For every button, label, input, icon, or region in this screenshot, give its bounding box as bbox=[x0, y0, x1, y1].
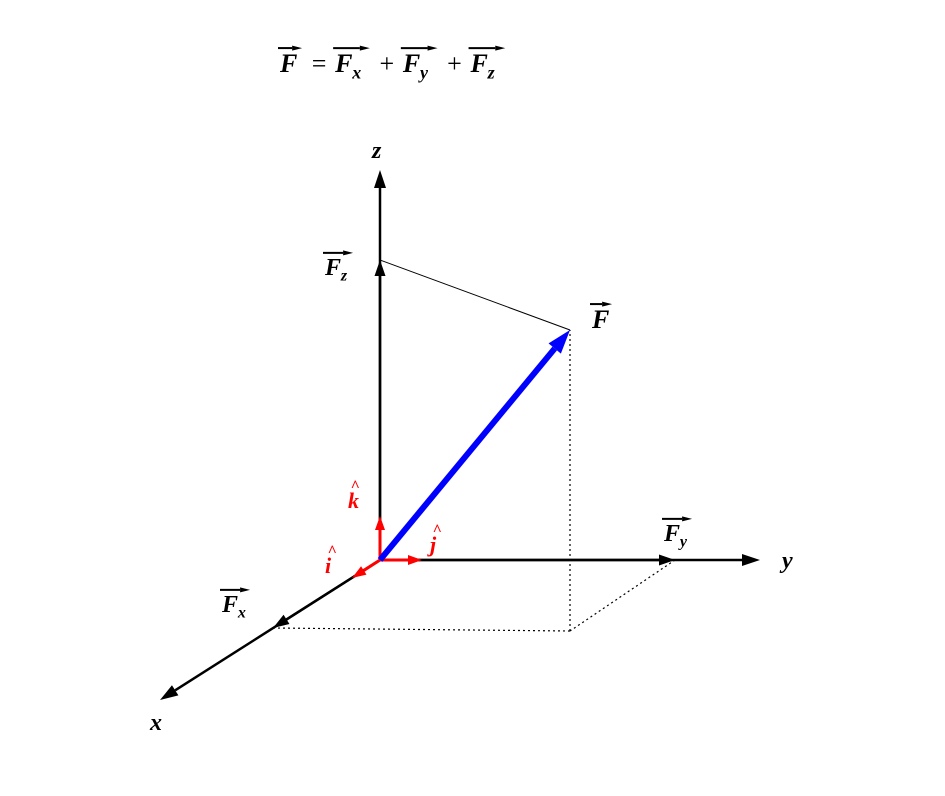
j-hat-label: j^ bbox=[427, 522, 442, 557]
construction-fz-to-f bbox=[380, 260, 570, 330]
svg-text:F: F bbox=[663, 521, 680, 547]
svg-text:F: F bbox=[591, 305, 609, 334]
svg-text:z: z bbox=[487, 62, 495, 82]
fz-label: Fz bbox=[324, 255, 348, 285]
k-hat-label: k^ bbox=[348, 478, 360, 513]
fz-component bbox=[375, 260, 386, 560]
svg-text:F: F bbox=[221, 592, 238, 618]
svg-text:^: ^ bbox=[433, 522, 442, 539]
i-hat-label: i^ bbox=[325, 543, 337, 578]
fx-label: Fx bbox=[221, 592, 246, 622]
i-unit-vector bbox=[352, 560, 380, 578]
svg-text:F: F bbox=[324, 255, 341, 281]
svg-text:x: x bbox=[351, 62, 361, 82]
svg-text:F: F bbox=[279, 49, 297, 78]
svg-text:y: y bbox=[418, 62, 429, 82]
construction-fx-to-fxy bbox=[273, 628, 570, 631]
z-axis-label: z bbox=[371, 138, 382, 164]
svg-text:+: + bbox=[379, 49, 394, 78]
svg-text:x: x bbox=[237, 605, 246, 622]
force-label: F bbox=[591, 305, 609, 334]
fy-component bbox=[380, 555, 675, 566]
vector-diagram: xyzFxFyFzi^j^k^FF=Fx+Fy+Fz bbox=[0, 0, 945, 796]
svg-text:F: F bbox=[402, 49, 420, 78]
svg-text:=: = bbox=[312, 49, 327, 78]
svg-text:^: ^ bbox=[328, 543, 337, 560]
svg-text:y: y bbox=[678, 534, 688, 551]
construction-fy-to-fxy bbox=[570, 560, 675, 631]
force-vector bbox=[380, 330, 570, 560]
y-axis-label: y bbox=[779, 548, 793, 574]
svg-text:F: F bbox=[334, 49, 352, 78]
fy-label: Fy bbox=[663, 521, 688, 551]
svg-text:^: ^ bbox=[351, 478, 360, 495]
svg-text:+: + bbox=[447, 49, 462, 78]
equation: F=Fx+Fy+Fz bbox=[279, 49, 495, 82]
svg-text:z: z bbox=[340, 268, 348, 285]
svg-text:F: F bbox=[470, 49, 488, 78]
x-axis-label: x bbox=[149, 710, 162, 736]
